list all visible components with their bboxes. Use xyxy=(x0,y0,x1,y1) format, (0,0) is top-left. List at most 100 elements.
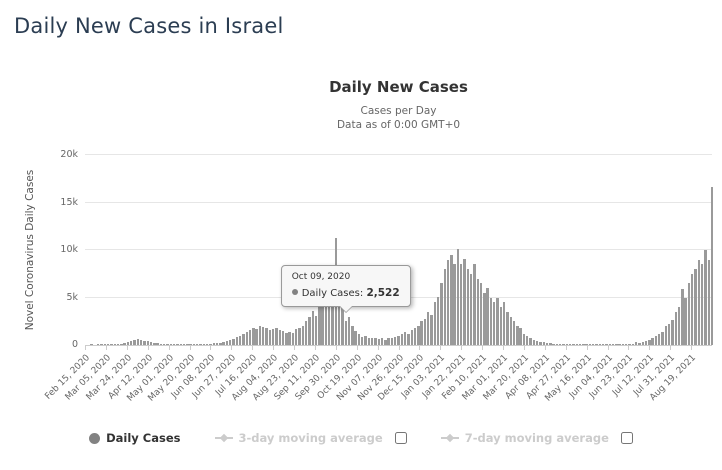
3day-moving-average-checkbox[interactable] xyxy=(394,432,407,444)
bar[interactable] xyxy=(196,344,199,345)
bar[interactable] xyxy=(357,333,361,345)
bar[interactable] xyxy=(397,335,400,345)
bar[interactable] xyxy=(582,344,585,345)
bar[interactable] xyxy=(255,328,258,345)
bar[interactable] xyxy=(291,332,295,345)
bar[interactable] xyxy=(219,342,222,345)
bar[interactable] xyxy=(103,344,106,345)
bar[interactable] xyxy=(390,338,394,345)
bar[interactable] xyxy=(667,324,671,345)
bar[interactable] xyxy=(394,336,397,345)
bar[interactable] xyxy=(189,344,192,345)
bar[interactable] xyxy=(588,344,592,345)
bar[interactable] xyxy=(436,297,440,345)
bar[interactable] xyxy=(139,339,143,345)
bar[interactable] xyxy=(549,342,552,345)
bar[interactable] xyxy=(225,341,229,345)
bar[interactable] xyxy=(146,341,149,345)
bar[interactable] xyxy=(601,344,605,345)
bar[interactable] xyxy=(568,344,572,345)
bar[interactable] xyxy=(407,333,410,345)
bar[interactable] xyxy=(608,344,611,345)
bar[interactable] xyxy=(634,342,638,345)
bar[interactable] xyxy=(509,316,512,345)
bar[interactable] xyxy=(331,269,334,345)
bar[interactable] xyxy=(202,344,205,345)
bar[interactable] xyxy=(469,273,473,345)
bar[interactable] xyxy=(450,254,453,345)
bar[interactable] xyxy=(123,343,126,345)
bar[interactable] xyxy=(209,343,212,345)
bar[interactable] xyxy=(199,344,202,345)
bar[interactable] xyxy=(526,335,529,345)
bar[interactable] xyxy=(288,331,291,345)
bar[interactable] xyxy=(562,344,565,345)
bar[interactable] xyxy=(410,329,413,345)
bar[interactable] xyxy=(413,327,417,345)
bar[interactable] xyxy=(466,269,469,345)
bar[interactable] xyxy=(311,311,314,345)
bar[interactable] xyxy=(97,344,100,345)
bar[interactable] xyxy=(661,331,664,345)
bar[interactable] xyxy=(684,297,687,345)
bar[interactable] xyxy=(90,344,93,345)
bar[interactable] xyxy=(443,269,446,345)
bar[interactable] xyxy=(430,314,433,345)
bar[interactable] xyxy=(268,329,271,345)
bar[interactable] xyxy=(476,278,479,345)
bar[interactable] xyxy=(427,311,430,345)
bar[interactable] xyxy=(318,302,321,345)
bar[interactable] xyxy=(400,333,403,345)
bar[interactable] xyxy=(463,259,466,345)
bar[interactable] xyxy=(166,344,169,345)
bar[interactable] xyxy=(262,326,265,345)
bar[interactable] xyxy=(278,329,281,345)
7day-moving-average-checkbox[interactable] xyxy=(620,432,633,444)
bar[interactable] xyxy=(149,341,153,345)
bar[interactable] xyxy=(483,292,486,345)
bar[interactable] xyxy=(143,340,146,345)
bar[interactable] xyxy=(585,344,588,345)
bar[interactable] xyxy=(575,344,578,345)
bar[interactable] xyxy=(387,337,390,345)
bar[interactable] xyxy=(545,343,549,345)
bar[interactable] xyxy=(169,344,172,345)
bar[interactable] xyxy=(265,328,268,345)
bar[interactable] xyxy=(677,307,681,345)
bar[interactable] xyxy=(446,259,450,345)
legend-item-daily-cases[interactable]: Daily Cases xyxy=(89,431,181,445)
legend-item-3day-moving-average[interactable]: 3-day moving average xyxy=(214,431,407,445)
bar[interactable] xyxy=(308,316,311,345)
bar[interactable] xyxy=(433,302,436,345)
bar[interactable] xyxy=(605,344,608,345)
bar[interactable] xyxy=(681,288,684,345)
bar[interactable] xyxy=(535,341,539,345)
bar[interactable] xyxy=(710,187,714,345)
bar[interactable] xyxy=(641,341,644,345)
bar[interactable] xyxy=(615,344,618,345)
bar[interactable] xyxy=(707,259,710,345)
bar[interactable] xyxy=(539,342,542,345)
bar[interactable] xyxy=(370,337,374,345)
bar[interactable] xyxy=(341,302,344,345)
bar[interactable] xyxy=(519,328,522,345)
bar[interactable] xyxy=(258,326,262,345)
bar[interactable] xyxy=(644,340,648,345)
bar[interactable] xyxy=(100,344,103,345)
bar[interactable] xyxy=(532,340,535,345)
bar[interactable] xyxy=(242,333,245,345)
bar[interactable] xyxy=(595,344,598,345)
bar[interactable] xyxy=(182,344,186,345)
bar[interactable] xyxy=(625,344,628,345)
bar[interactable] xyxy=(163,344,166,345)
bar[interactable] xyxy=(281,330,285,345)
bar[interactable] xyxy=(529,338,532,345)
bar[interactable] xyxy=(301,325,304,345)
bar[interactable] xyxy=(235,337,238,345)
bar[interactable] xyxy=(275,328,278,345)
bar[interactable] xyxy=(456,248,460,345)
bar[interactable] xyxy=(215,343,219,345)
bar[interactable] xyxy=(153,342,156,345)
bar[interactable] xyxy=(417,326,420,345)
bar[interactable] xyxy=(572,344,575,345)
